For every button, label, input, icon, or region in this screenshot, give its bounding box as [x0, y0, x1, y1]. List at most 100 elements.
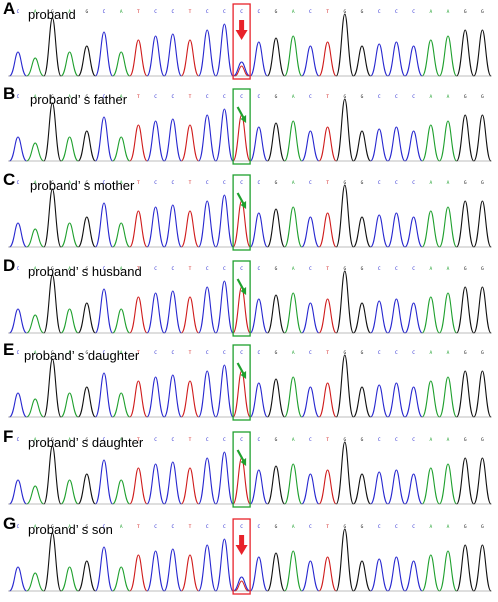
base-call: A: [34, 266, 37, 272]
base-call: C: [378, 94, 381, 100]
base-call: C: [154, 94, 157, 100]
trace-peak: [94, 202, 114, 248]
trace-peak: [249, 126, 268, 162]
green-arrow-icon: [236, 362, 245, 375]
trace-peak: [129, 39, 148, 77]
base-call: A: [68, 350, 71, 356]
base-call: G: [85, 9, 88, 15]
trace-peak: [198, 29, 217, 77]
base-call: C: [171, 94, 174, 100]
base-call: C: [171, 266, 174, 272]
trace-peak: [352, 560, 372, 592]
base-call: C: [309, 524, 312, 530]
base-call: A: [34, 9, 37, 15]
base-call: G: [361, 94, 364, 100]
base-call: C: [103, 350, 106, 356]
trace-peak: [215, 280, 234, 334]
trace-peak: [163, 204, 182, 248]
trace-peak: [129, 124, 148, 162]
base-call: C: [395, 437, 398, 443]
base-call: C: [154, 350, 157, 356]
base-call: G: [275, 350, 278, 356]
trace-peak: [404, 130, 423, 162]
base-call: C: [412, 437, 415, 443]
base-call: C: [412, 94, 415, 100]
base-call: A: [68, 437, 71, 443]
trace-peak: [421, 380, 440, 418]
base-call: C: [240, 350, 243, 356]
mutation-site-box: [232, 88, 251, 165]
base-call: G: [51, 266, 54, 272]
trace-peak: [404, 473, 423, 505]
trace-peak: [335, 441, 354, 505]
trace-peak: [284, 35, 303, 77]
base-call: G: [51, 180, 54, 186]
trace-peak: [60, 51, 79, 77]
trace-peak: [43, 188, 62, 248]
trace-peak: [284, 120, 303, 162]
trace-peak: [421, 296, 440, 334]
base-call: G: [464, 524, 467, 530]
trace-peak: [456, 457, 475, 505]
trace-peak: [266, 465, 286, 505]
trace-peak: [234, 65, 249, 77]
base-call: G: [51, 524, 54, 530]
trace-peak: [301, 473, 320, 505]
trace-peak: [335, 98, 354, 162]
trace-peak: [249, 212, 268, 248]
trace-peak: [404, 45, 423, 77]
base-call: G: [85, 524, 88, 530]
trace-peak: [163, 290, 182, 334]
trace-peak: [266, 208, 286, 248]
trace-peak: [284, 292, 303, 334]
trace-peak: [404, 216, 423, 248]
trace-peak: [249, 469, 268, 505]
base-call: C: [206, 524, 209, 530]
base-call: G: [464, 9, 467, 15]
base-call: G: [275, 94, 278, 100]
trace-peak: [387, 212, 406, 248]
trace-peak: [301, 130, 320, 162]
base-call: G: [85, 180, 88, 186]
trace-peak: [77, 45, 96, 77]
base-call: T: [189, 9, 192, 15]
trace-peak: [318, 41, 337, 77]
trace-peak: [318, 298, 337, 334]
trace-peak: [232, 457, 251, 505]
base-call: G: [51, 437, 54, 443]
base-call: C: [103, 524, 106, 530]
base-call: C: [103, 437, 106, 443]
base-call: C: [206, 9, 209, 15]
trace-peak: [318, 212, 337, 248]
base-call: C: [309, 266, 312, 272]
base-call: C: [378, 9, 381, 15]
base-call: T: [326, 9, 329, 15]
trace-peak: [77, 473, 96, 505]
base-call: T: [189, 266, 192, 272]
trace-peak: [301, 560, 320, 592]
trace-peak: [112, 136, 131, 162]
trace-peak: [438, 376, 458, 418]
base-call: A: [34, 350, 37, 356]
base-call: C: [257, 437, 260, 443]
base-call: C: [257, 266, 260, 272]
trace-peak: [266, 294, 286, 334]
trace-peak: [387, 469, 406, 505]
trace-peak: [335, 528, 354, 592]
trace-peak: [9, 566, 27, 592]
base-call: C: [412, 9, 415, 15]
base-call: G: [85, 437, 88, 443]
panel-letter: A: [3, 0, 16, 18]
trace-peak: [232, 61, 251, 77]
trace-peak: [26, 572, 45, 592]
trace-peak: [387, 382, 406, 418]
trace-peak: [232, 370, 251, 418]
base-call: C: [309, 180, 312, 186]
base-call: A: [68, 524, 71, 530]
trace-peak: [335, 184, 354, 248]
base-call: T: [326, 524, 329, 530]
base-call: C: [257, 180, 260, 186]
base-call: C: [395, 266, 398, 272]
